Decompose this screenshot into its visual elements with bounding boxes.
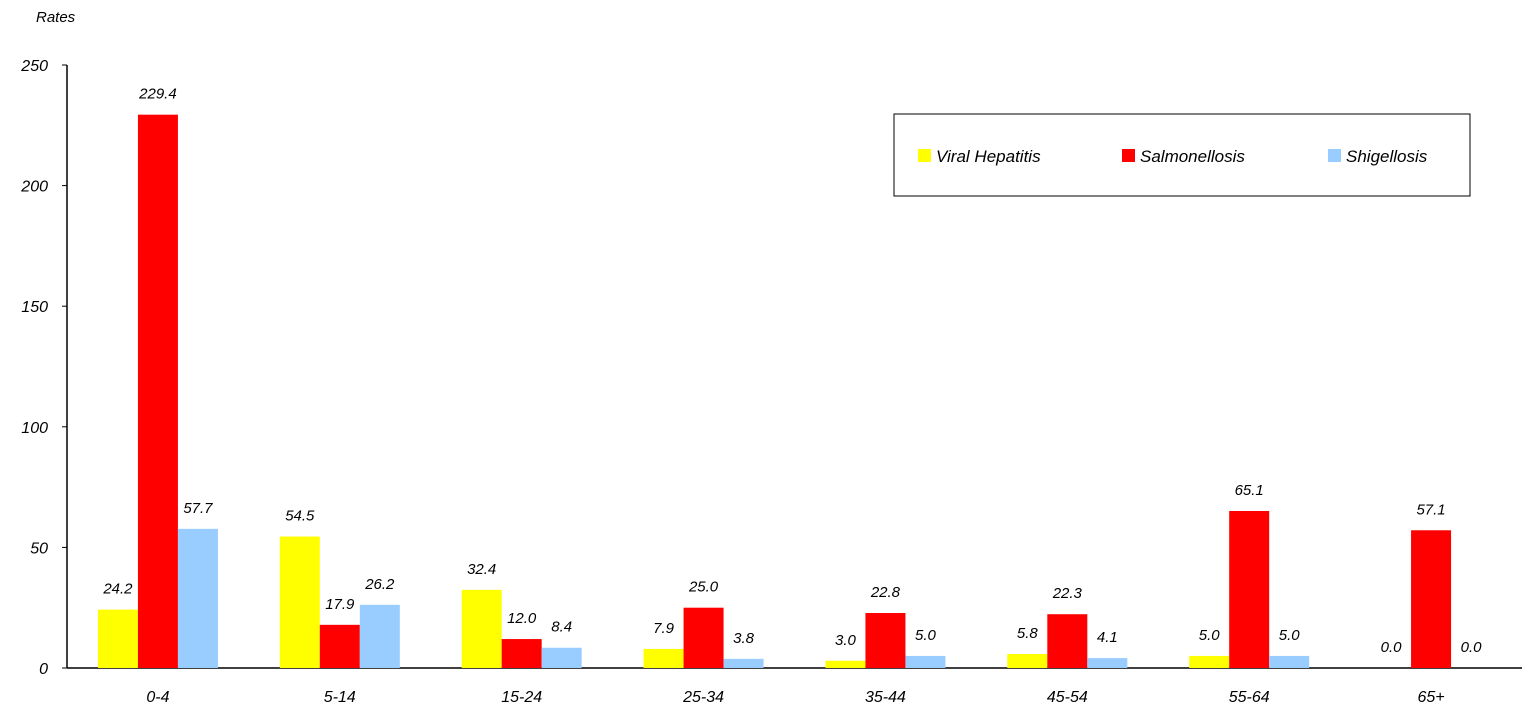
- bars: [97, 114, 1452, 669]
- bar: [461, 589, 502, 668]
- data-label: 57.1: [1416, 501, 1445, 518]
- bar: [1229, 510, 1270, 668]
- bar: [1411, 530, 1452, 668]
- bar: [825, 660, 866, 668]
- legend: Viral Hepatitis Salmonellosis Shigellosis: [893, 113, 1471, 197]
- y-tick-label: 200: [20, 179, 48, 196]
- x-tick-label: 45-54: [1047, 689, 1088, 706]
- legend-label: Salmonellosis: [1140, 147, 1245, 166]
- bar: [279, 536, 320, 668]
- bar: [177, 528, 218, 668]
- bar: [865, 613, 906, 668]
- bar: [541, 647, 582, 668]
- data-label: 0.0: [1381, 639, 1403, 656]
- data-label: 17.9: [325, 596, 355, 613]
- legend-swatch: [1122, 149, 1135, 162]
- y-axis-label: Rates: [36, 9, 76, 26]
- data-label: 22.3: [1052, 585, 1083, 602]
- data-label: 26.2: [364, 576, 395, 593]
- bar: [319, 624, 360, 668]
- bar: [683, 607, 724, 668]
- data-label: 5.8: [1017, 625, 1039, 642]
- legend-label: Shigellosis: [1346, 147, 1428, 166]
- data-label: 0.0: [1461, 639, 1483, 656]
- data-label: 54.5: [285, 508, 315, 525]
- data-label: 25.0: [688, 579, 719, 596]
- data-label: 57.7: [183, 500, 213, 517]
- y-tick-label: 100: [21, 420, 48, 437]
- data-label: 8.4: [551, 619, 572, 636]
- bar: [1087, 658, 1128, 668]
- bar: [723, 658, 764, 668]
- data-label: 22.8: [870, 584, 901, 601]
- data-label: 229.4: [138, 86, 177, 103]
- bar: [1269, 655, 1310, 668]
- bar: [359, 604, 400, 668]
- legend-box: [893, 113, 1471, 197]
- data-label: 5.0: [915, 627, 937, 644]
- data-label: 12.0: [507, 610, 537, 627]
- y-tick-label: 0: [39, 661, 48, 678]
- bar: [97, 609, 138, 668]
- y-tick-label: 250: [20, 58, 48, 75]
- y-tick-label: 50: [30, 540, 48, 557]
- data-label: 3.0: [835, 632, 857, 649]
- bar: [501, 639, 542, 668]
- bar: [643, 648, 684, 668]
- x-tick-label: 5-14: [324, 689, 356, 706]
- value-labels: 24.2 54.5 32.4 7.9 3.0 5.8 5.0 0.0 229.4 17.9 12.0…: [102, 86, 1482, 656]
- x-tick-label: 25-34: [682, 689, 724, 706]
- bar: [1007, 654, 1048, 668]
- legend-swatch: [1328, 149, 1341, 162]
- x-tick-label: 0-4: [146, 689, 169, 706]
- bar: [137, 114, 178, 669]
- x-tick-label: 65+: [1417, 689, 1444, 706]
- x-tick-label: 35-44: [865, 689, 906, 706]
- legend-label: Viral Hepatitis: [936, 147, 1041, 166]
- x-tick-label: 15-24: [501, 689, 542, 706]
- legend-swatch: [918, 149, 931, 162]
- bar: [1047, 614, 1088, 668]
- data-label: 7.9: [653, 620, 675, 637]
- data-label: 65.1: [1235, 482, 1264, 499]
- data-label: 32.4: [467, 561, 496, 578]
- data-label: 24.2: [102, 581, 133, 598]
- data-label: 4.1: [1097, 629, 1118, 646]
- x-tick-label: 55-64: [1229, 689, 1270, 706]
- bar: [1189, 655, 1230, 668]
- data-label: 5.0: [1279, 627, 1301, 644]
- data-label: 3.8: [733, 630, 755, 647]
- y-tick-label: 150: [21, 299, 48, 316]
- data-label: 5.0: [1199, 627, 1221, 644]
- bar: [905, 655, 946, 668]
